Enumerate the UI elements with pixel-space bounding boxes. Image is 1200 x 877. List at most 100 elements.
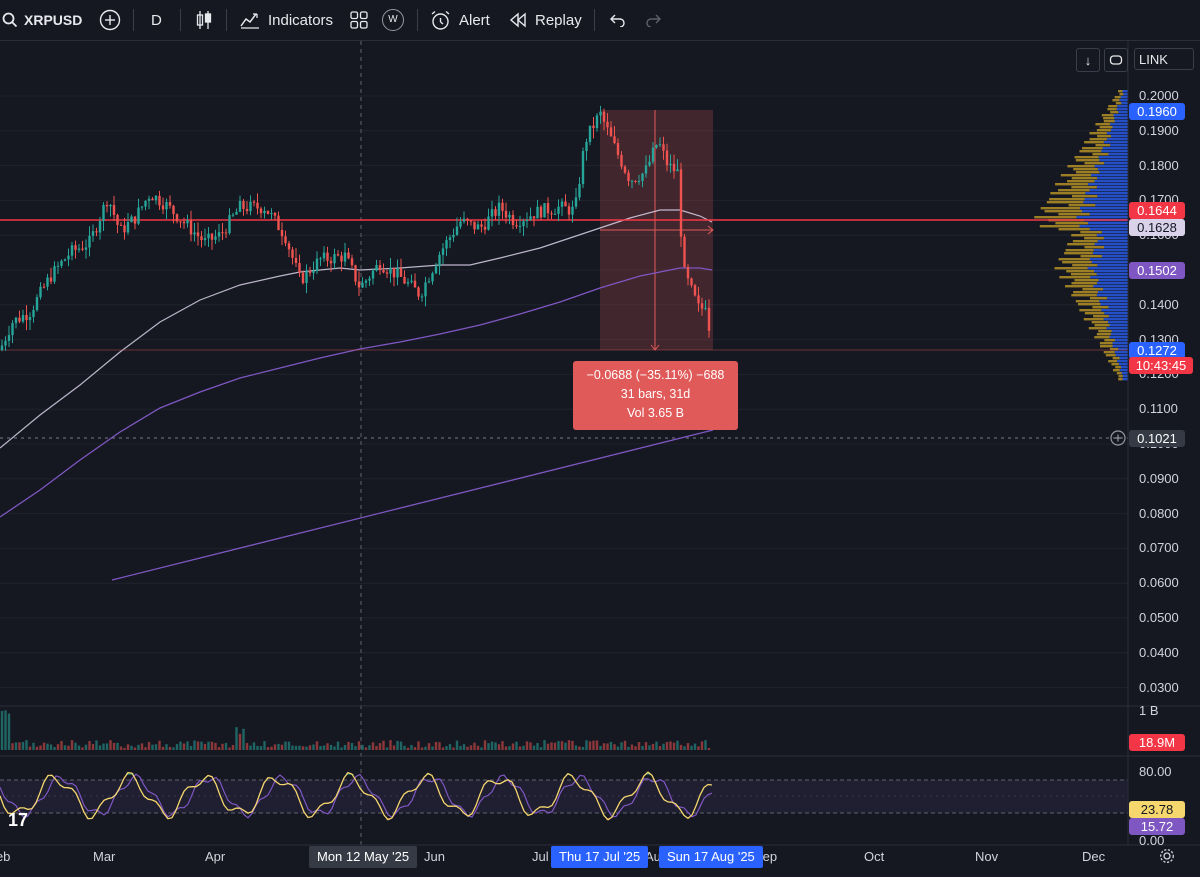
profile-bar-up [1094, 243, 1128, 246]
candle-body [641, 173, 644, 181]
profile-bar-up [1076, 216, 1128, 219]
osc-d-label: 15.72 [1129, 818, 1185, 835]
indicators-label: Indicators [268, 11, 334, 29]
profile-bar-up [1089, 258, 1128, 261]
profile-bar-down [1099, 126, 1113, 129]
volume-bar [28, 746, 32, 750]
candle-body [70, 245, 74, 256]
candle-body [277, 215, 280, 231]
volume-bar [455, 740, 459, 750]
candle-body [102, 204, 105, 221]
profile-bar-down [1094, 336, 1110, 339]
volume-bar [357, 741, 361, 750]
volume-bar [77, 745, 81, 750]
candle-body [420, 296, 424, 298]
indicators-button[interactable]: Indicators [240, 0, 333, 40]
volume-bar [546, 743, 550, 750]
volume-bar [182, 743, 186, 750]
chart-type-button[interactable] [195, 0, 213, 40]
profile-bar-up [1108, 315, 1128, 318]
profile-bar-up [1097, 264, 1128, 267]
layouts-button[interactable] [350, 0, 368, 40]
templates-button[interactable]: W [382, 0, 404, 40]
candle-body [508, 214, 511, 218]
candle-body [396, 268, 399, 278]
volume-bar [35, 746, 39, 750]
price-tick: 0.0600 [1139, 575, 1179, 591]
compare-symbol-button[interactable] [99, 0, 121, 40]
replay-button[interactable]: Replay [509, 0, 582, 40]
candle-body [620, 154, 623, 167]
candle-body [389, 267, 392, 274]
profile-bar-up [1104, 246, 1128, 249]
chart-canvas[interactable]: 17 [0, 41, 1200, 877]
profile-bar-up [1118, 348, 1128, 351]
plus-circle-icon [99, 9, 121, 31]
candle-body [585, 141, 588, 152]
symbol-search[interactable]: XRPUSD [2, 0, 82, 40]
profile-bar-up [1082, 210, 1128, 213]
candle-body [347, 252, 350, 259]
measure-volume: Vol 3.65 B [627, 406, 684, 420]
sync-button[interactable] [1104, 48, 1128, 72]
candle-body [259, 208, 263, 214]
candle-body [410, 280, 413, 283]
interval-label: D [151, 11, 162, 29]
profile-bar-down [1101, 114, 1114, 117]
profile-bar-up [1090, 276, 1128, 279]
volume-bar [410, 744, 413, 750]
alert-button[interactable]: Alert [430, 0, 490, 40]
profile-bar-down [1093, 315, 1109, 318]
volume-bar [630, 744, 634, 750]
link-button[interactable]: LINK [1134, 48, 1194, 70]
candle-body [161, 205, 165, 210]
volume-bar [462, 744, 466, 750]
profile-bar-up [1119, 357, 1128, 360]
candle-body [158, 195, 161, 206]
candle-body [707, 307, 711, 331]
settings-button[interactable] [1159, 848, 1175, 864]
redo-button[interactable] [645, 0, 663, 40]
download-button[interactable]: ↓ [1076, 48, 1100, 72]
profile-bar-down [1044, 210, 1083, 213]
candle-body [683, 236, 686, 267]
candle-body [452, 234, 455, 238]
profile-bar-down [1084, 162, 1105, 165]
candle-body [616, 143, 620, 155]
profile-bar-down [1071, 282, 1097, 285]
candle-body [599, 111, 602, 116]
profile-bar-up [1089, 189, 1128, 192]
candle-body [35, 297, 39, 310]
time-tick: Mar [93, 849, 116, 864]
volume-bar [245, 743, 249, 750]
volume-bar [256, 745, 259, 750]
candle-body [364, 280, 368, 283]
volume-bar [4, 710, 7, 750]
profile-bar-down [1074, 279, 1099, 282]
profile-bar-down [1065, 249, 1094, 252]
interval-button[interactable]: D [151, 0, 162, 40]
profile-bar-down [1103, 120, 1115, 123]
price-grid [0, 95, 1128, 689]
undo-button[interactable] [608, 0, 626, 40]
moving-average-long [111, 429, 714, 581]
volume-bar [522, 745, 525, 750]
profile-bar-down [1072, 195, 1098, 198]
volume-bar [662, 743, 665, 750]
volume-bar [298, 745, 301, 750]
profile-bar-down [1040, 207, 1080, 210]
candle-body [560, 201, 564, 207]
arrow-down-icon: ↓ [1084, 52, 1092, 68]
profile-bar-down [1071, 234, 1097, 237]
candle-body [228, 215, 231, 234]
volume-bar [574, 745, 578, 750]
profile-bar-down [1104, 339, 1116, 342]
symbol-label: XRPUSD [24, 12, 83, 28]
profile-bar-down [1089, 297, 1108, 300]
candle-body [137, 207, 140, 224]
profile-bar-down [1055, 183, 1088, 186]
profile-bar-down [1089, 132, 1107, 135]
volume-bar [175, 744, 179, 750]
candle-body [105, 204, 109, 207]
add-alert-button[interactable] [1110, 430, 1126, 446]
